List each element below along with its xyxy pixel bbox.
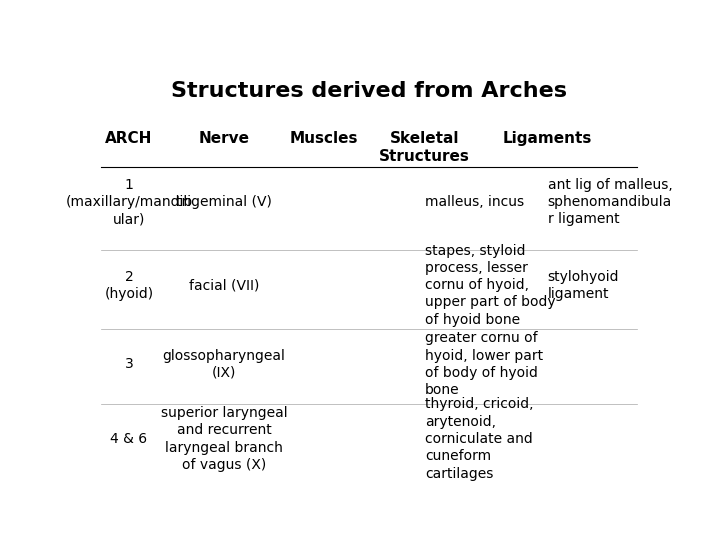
Text: glossopharyngeal
(IX): glossopharyngeal (IX)	[163, 348, 285, 380]
Text: ARCH: ARCH	[105, 131, 153, 146]
Text: Muscles: Muscles	[290, 131, 359, 146]
Text: 3: 3	[125, 357, 133, 371]
Text: 4 & 6: 4 & 6	[110, 432, 148, 446]
Text: Nerve: Nerve	[199, 131, 249, 146]
Text: Skeletal
Structures: Skeletal Structures	[379, 131, 470, 164]
Text: 1
(maxillary/mandib
ular): 1 (maxillary/mandib ular)	[66, 178, 193, 226]
Text: 2
(hyoid): 2 (hyoid)	[104, 269, 153, 301]
Text: malleus, incus: malleus, incus	[425, 195, 524, 209]
Text: trigeminal (V): trigeminal (V)	[176, 195, 272, 209]
Text: greater cornu of
hyoid, lower part
of body of hyoid
bone: greater cornu of hyoid, lower part of bo…	[425, 331, 543, 397]
Text: stylohyoid
ligament: stylohyoid ligament	[547, 269, 619, 301]
Text: Structures derived from Arches: Structures derived from Arches	[171, 82, 567, 102]
Text: thyroid, cricoid,
arytenoid,
corniculate and
cuneform
cartilages: thyroid, cricoid, arytenoid, corniculate…	[425, 397, 534, 481]
Text: Ligaments: Ligaments	[503, 131, 593, 146]
Text: stapes, styloid
process, lesser
cornu of hyoid,
upper part of body
of hyoid bone: stapes, styloid process, lesser cornu of…	[425, 244, 555, 327]
Text: facial (VII): facial (VII)	[189, 278, 259, 292]
Text: ant lig of malleus,
sphenomandibula
r ligament: ant lig of malleus, sphenomandibula r li…	[547, 178, 672, 226]
Text: superior laryngeal
and recurrent
laryngeal branch
of vagus (X): superior laryngeal and recurrent larynge…	[161, 406, 287, 472]
